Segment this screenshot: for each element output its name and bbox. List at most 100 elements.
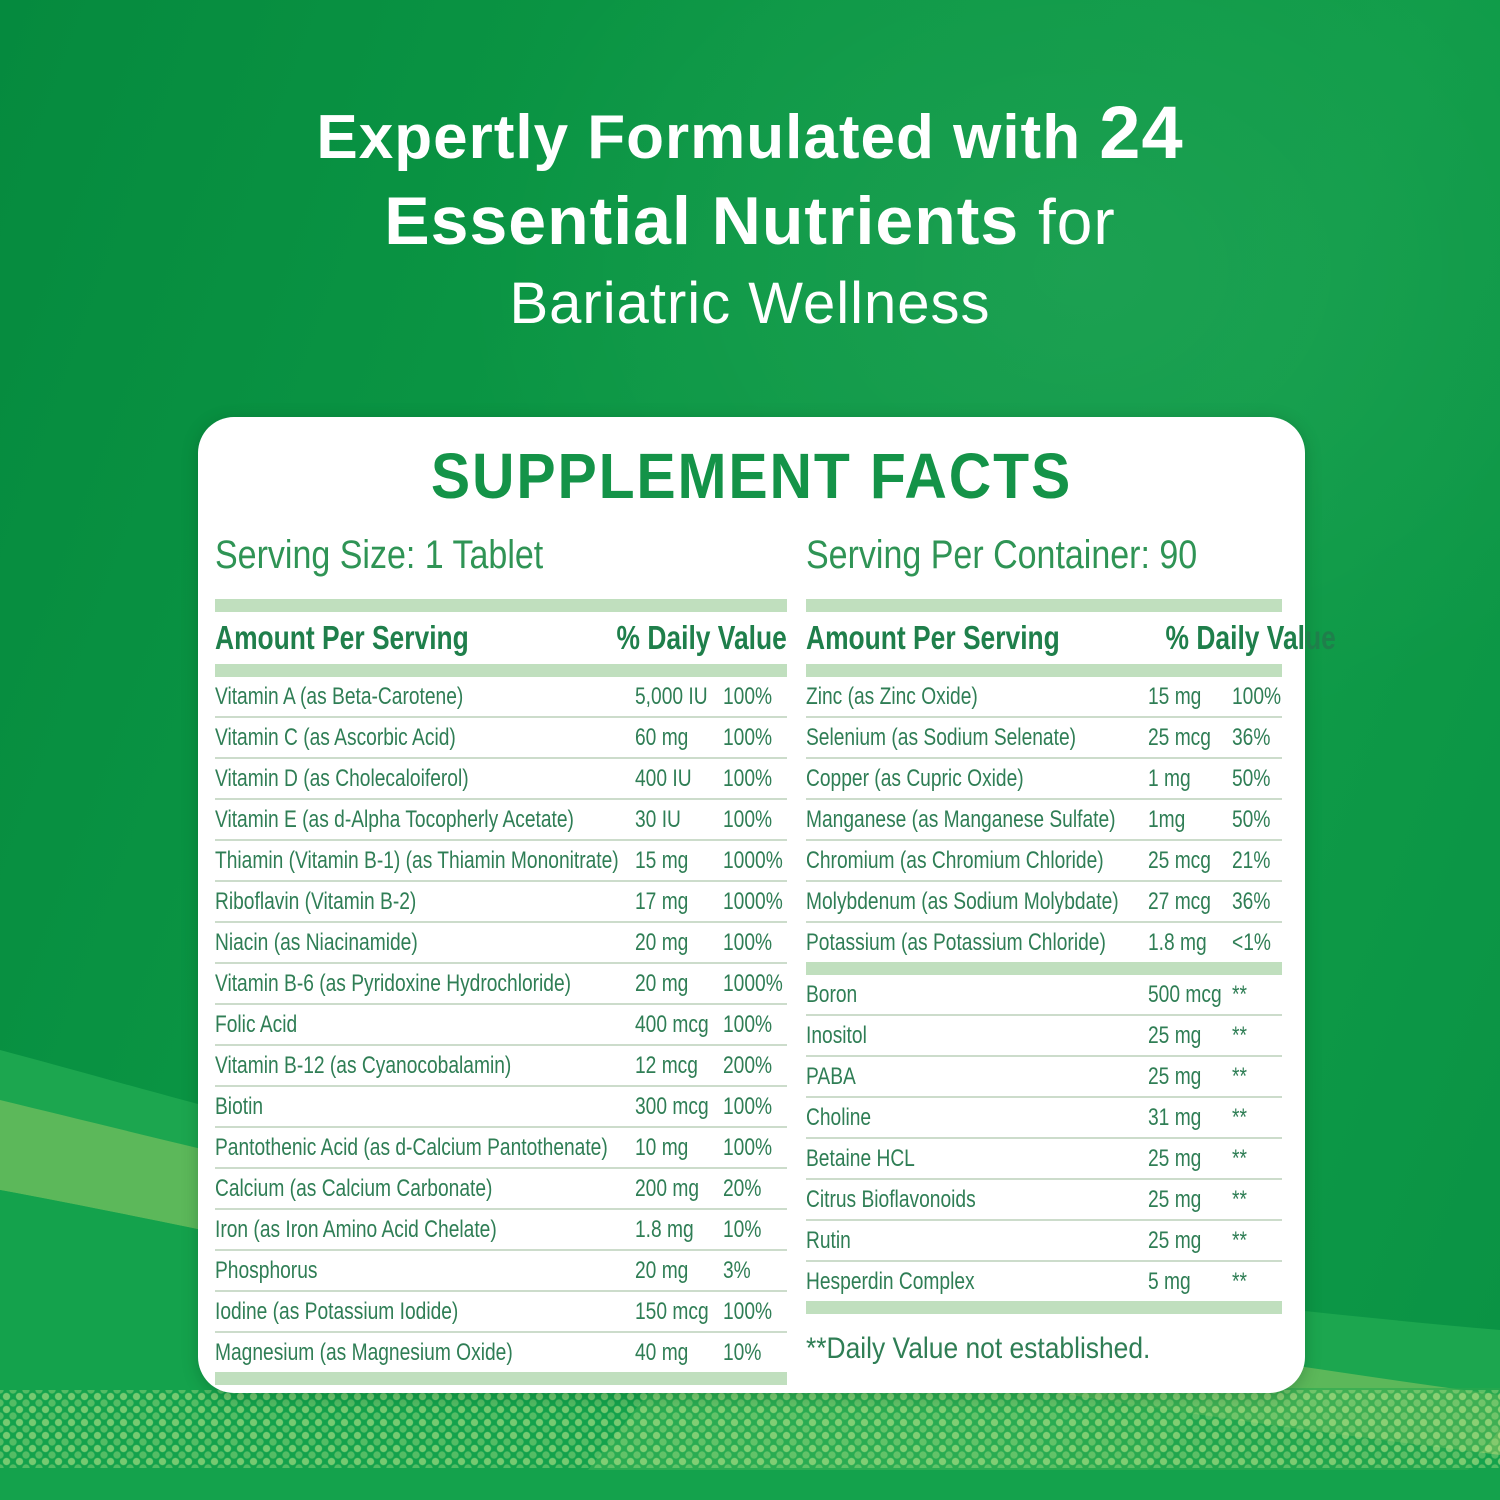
table-row: Boron 500 mcg **	[806, 975, 1282, 1014]
nutrient-daily-value: 100%	[723, 1297, 773, 1325]
nutrient-daily-value: 100%	[723, 764, 773, 792]
nutrient-name: Potassium (as Potassium Chloride)	[806, 928, 1106, 956]
nutrient-name: Rutin	[806, 1226, 851, 1254]
nutrient-amount: 27 mcg	[1148, 887, 1211, 915]
nutrient-name: Hesperdin Complex	[806, 1267, 975, 1295]
nutrient-daily-value: **	[1232, 1021, 1247, 1049]
nutrient-daily-value: 100%	[723, 805, 773, 833]
facts-column-left: Serving Size: 1 Tablet Amount Per Servin…	[215, 417, 787, 1385]
nutrient-name: Vitamin A (as Beta-Carotene)	[215, 682, 464, 710]
column-header: Amount Per Serving % Daily Value	[215, 612, 787, 664]
nutrient-amount: 400 IU	[635, 764, 692, 792]
nutrient-name: Iodine (as Potassium Iodide)	[215, 1297, 459, 1325]
nutrient-name: Copper (as Cupric Oxide)	[806, 764, 1024, 792]
table-row: Iodine (as Potassium Iodide) 150 mcg 100…	[215, 1290, 787, 1331]
headline: Expertly Formulated with 24 Essential Nu…	[0, 92, 1500, 344]
nutrient-daily-value: 1000%	[723, 846, 783, 874]
headline-line-2: Essential Nutrients for	[0, 179, 1500, 264]
table-row: Pantothenic Acid (as d-Calcium Pantothen…	[215, 1126, 787, 1167]
nutrient-amount: 30 IU	[635, 805, 681, 833]
nutrient-daily-value: 21%	[1232, 846, 1271, 874]
nutrient-amount: 400 mcg	[635, 1010, 709, 1038]
nutrient-daily-value: **	[1232, 980, 1247, 1008]
nutrient-daily-value: 36%	[1232, 887, 1271, 915]
nutrient-daily-value: 100%	[723, 1133, 773, 1161]
nutrient-amount: 17 mg	[635, 887, 689, 915]
table-row: Citrus Bioflavonoids 25 mg **	[806, 1178, 1282, 1219]
nutrient-name: Zinc (as Zinc Oxide)	[806, 682, 978, 710]
nutrient-name: Vitamin E (as d-Alpha Tocopherly Acetate…	[215, 805, 574, 833]
nutrient-amount: 5 mg	[1148, 1267, 1191, 1295]
nutrient-name: Vitamin B-6 (as Pyridoxine Hydrochloride…	[215, 969, 572, 997]
nutrient-amount: 60 mg	[635, 723, 689, 751]
nutrient-amount: 1 mg	[1148, 764, 1191, 792]
header-daily-value: % Daily Value	[1165, 619, 1337, 656]
nutrient-name: Vitamin D (as Cholecaloiferol)	[215, 764, 469, 792]
nutrient-daily-value: **	[1232, 1226, 1247, 1254]
table-row: Selenium (as Sodium Selenate) 25 mcg 36%	[806, 716, 1282, 757]
nutrient-name: Iron (as Iron Amino Acid Chelate)	[215, 1215, 497, 1243]
table-row: Iron (as Iron Amino Acid Chelate) 1.8 mg…	[215, 1208, 787, 1249]
table-row: Choline 31 mg **	[806, 1096, 1282, 1137]
nutrient-amount: 25 mg	[1148, 1144, 1202, 1172]
daily-value-footnote: **Daily Value not established.	[806, 1332, 1151, 1365]
accent-bar	[806, 962, 1282, 975]
nutrient-daily-value: 100%	[723, 682, 773, 710]
accent-bar	[215, 599, 787, 612]
table-row: Vitamin A (as Beta-Carotene) 5,000 IU 10…	[215, 677, 787, 716]
nutrient-daily-value: 36%	[1232, 723, 1271, 751]
nutrient-daily-value: **	[1232, 1144, 1247, 1172]
table-row: Potassium (as Potassium Chloride) 1.8 mg…	[806, 921, 1282, 962]
nutrient-name: Thiamin (Vitamin B-1) (as Thiamin Mononi…	[215, 846, 619, 874]
table-row: Zinc (as Zinc Oxide) 15 mg 100%	[806, 677, 1282, 716]
header-amount-per-serving: Amount Per Serving	[806, 619, 1060, 656]
table-row: Calcium (as Calcium Carbonate) 200 mg 20…	[215, 1167, 787, 1208]
table-row: Inositol 25 mg **	[806, 1014, 1282, 1055]
nutrient-daily-value: 50%	[1232, 764, 1271, 792]
nutrient-amount: 25 mg	[1148, 1185, 1202, 1213]
servings-per-container: Serving Per Container: 90	[806, 533, 1198, 577]
table-row: Niacin (as Niacinamide) 20 mg 100%	[215, 921, 787, 962]
table-row: Phosphorus 20 mg 3%	[215, 1249, 787, 1290]
nutrient-name: Choline	[806, 1103, 872, 1131]
nutrient-daily-value: 10%	[723, 1338, 762, 1366]
nutrient-amount: 40 mg	[635, 1338, 689, 1366]
nutrient-amount: 31 mg	[1148, 1103, 1202, 1131]
nutrient-name: Calcium (as Calcium Carbonate)	[215, 1174, 493, 1202]
table-row: Hesperdin Complex 5 mg **	[806, 1260, 1282, 1301]
table-row: Vitamin B-12 (as Cyanocobalamin) 12 mcg …	[215, 1044, 787, 1085]
nutrient-amount: 12 mcg	[635, 1051, 698, 1079]
headline-line-3: Bariatric Wellness	[509, 271, 991, 336]
table-row: Molybdenum (as Sodium Molybdate) 27 mcg …	[806, 880, 1282, 921]
nutrient-daily-value: **	[1232, 1103, 1247, 1131]
table-row: Riboflavin (Vitamin B-2) 17 mg 1000%	[215, 880, 787, 921]
nutrient-name: Citrus Bioflavonoids	[806, 1185, 976, 1213]
table-row: Vitamin D (as Cholecaloiferol) 400 IU 10…	[215, 757, 787, 798]
table-row: Thiamin (Vitamin B-1) (as Thiamin Mononi…	[215, 839, 787, 880]
table-row: Rutin 25 mg **	[806, 1219, 1282, 1260]
table-row: PABA 25 mg **	[806, 1055, 1282, 1096]
table-row: Biotin 300 mcg 100%	[215, 1085, 787, 1126]
nutrient-amount: 300 mcg	[635, 1092, 709, 1120]
table-row: Copper (as Cupric Oxide) 1 mg 50%	[806, 757, 1282, 798]
nutrient-table-right-main: Zinc (as Zinc Oxide) 15 mg 100% Selenium…	[806, 677, 1282, 962]
table-row: Magnesium (as Magnesium Oxide) 40 mg 10%	[215, 1331, 787, 1372]
nutrient-name: Niacin (as Niacinamide)	[215, 928, 418, 956]
accent-bar	[806, 599, 1282, 612]
nutrient-name: Manganese (as Manganese Sulfate)	[806, 805, 1116, 833]
halftone-dot-band	[0, 1390, 1500, 1468]
nutrient-name: Chromium (as Chromium Chloride)	[806, 846, 1104, 874]
nutrient-daily-value: 1000%	[723, 969, 783, 997]
nutrient-amount: 25 mg	[1148, 1226, 1202, 1254]
nutrient-amount: 25 mg	[1148, 1021, 1202, 1049]
nutrient-name: Folic Acid	[215, 1010, 298, 1038]
nutrient-amount: 25 mg	[1148, 1062, 1202, 1090]
column-header: Amount Per Serving % Daily Value	[806, 612, 1336, 664]
nutrient-amount: 1.8 mg	[1148, 928, 1207, 956]
nutrient-name: Riboflavin (Vitamin B-2)	[215, 887, 417, 915]
nutrient-amount: 5,000 IU	[635, 682, 708, 710]
nutrient-name: Vitamin C (as Ascorbic Acid)	[215, 723, 456, 751]
table-row: Chromium (as Chromium Chloride) 25 mcg 2…	[806, 839, 1282, 880]
accent-bar	[806, 1301, 1282, 1314]
